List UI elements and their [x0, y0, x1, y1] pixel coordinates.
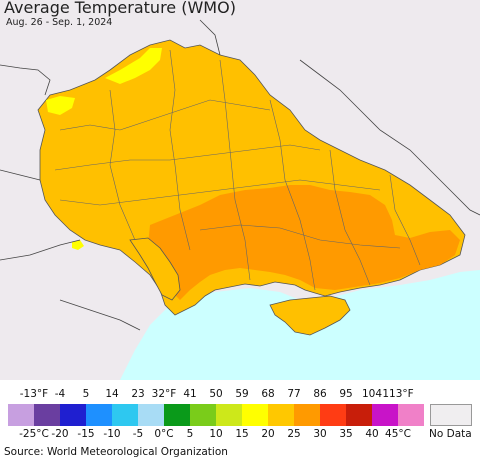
- legend-swatch: [372, 404, 398, 426]
- legend-tick-label: -5: [132, 428, 144, 440]
- legend-tick-label: -13°F: [19, 388, 49, 400]
- temperature-map: Average Temperature (WMO) Aug. 26 - Sep.…: [0, 0, 480, 380]
- legend-swatch: [86, 404, 112, 426]
- cool-spot-north: [105, 48, 162, 84]
- legend-swatch: [216, 404, 242, 426]
- legend-swatch: [8, 404, 34, 426]
- legend-swatch: [138, 404, 164, 426]
- legend-tick-label: 23: [131, 388, 145, 400]
- legend-tick-label: 95: [339, 388, 353, 400]
- legend-tick-label: -20: [51, 428, 69, 440]
- legend-swatch: [190, 404, 216, 426]
- legend-tick-label: 104: [361, 388, 383, 400]
- legend-tick-label: 14: [105, 388, 119, 400]
- legend-tick-label: 77: [287, 388, 301, 400]
- oblast-boundaries: [54, 49, 421, 291]
- legend-tick-label: 86: [313, 388, 327, 400]
- legend-tick-label: 50: [209, 388, 223, 400]
- legend-tick-label: 5: [82, 388, 90, 400]
- legend-tick-label: 35: [339, 428, 353, 440]
- legend-tick-label: -15: [77, 428, 95, 440]
- crimea-region: [269, 295, 351, 336]
- legend-fahrenheit-ticks: -13°F -4 5 14 23 32°F 41 50 59 68 77 86 95 104 113°F: [0, 388, 480, 402]
- legend-tick-label: 30: [313, 428, 327, 440]
- date-range: Aug. 26 - Sep. 1, 2024: [6, 17, 113, 28]
- legend-swatch: [164, 404, 190, 426]
- legend-swatch: [34, 404, 60, 426]
- legend-swatch: [60, 404, 86, 426]
- legend-swatch: [268, 404, 294, 426]
- legend-tick-label: 32°F: [151, 388, 177, 400]
- legend-tick-label: 0°C: [154, 428, 174, 440]
- legend-tick-label: 41: [183, 388, 197, 400]
- cool-spot-west: [46, 96, 75, 115]
- legend-swatch: [112, 404, 138, 426]
- legend-tick-label: -4: [54, 388, 66, 400]
- legend-tick-label: 15: [235, 428, 249, 440]
- legend-tick-label: -25°C: [19, 428, 49, 440]
- legend-swatch: [320, 404, 346, 426]
- legend-swatch: [346, 404, 372, 426]
- hot-region: [148, 185, 460, 300]
- legend-swatch: [398, 404, 424, 426]
- legend-swatch: [294, 404, 320, 426]
- no-data-swatch: [430, 404, 472, 426]
- legend-tick-label: 10: [209, 428, 223, 440]
- legend-tick-label: -10: [103, 428, 121, 440]
- legend-celsius-ticks: -25°C -20 -15 -10 -5 0°C 5 10 15 20 25 30 35 40 45°C: [0, 428, 480, 442]
- legend-tick-label: 68: [261, 388, 275, 400]
- legend-tick-label: 25: [287, 428, 301, 440]
- legend-tick-label: 40: [365, 428, 379, 440]
- legend-tick-label: 5: [186, 428, 194, 440]
- map-title: Average Temperature (WMO): [4, 0, 236, 17]
- neighbor-borders: [0, 19, 480, 331]
- legend-tick-label: 113°F: [382, 388, 414, 400]
- no-data-label: No Data: [429, 428, 472, 440]
- cool-spot-south: [72, 240, 84, 250]
- legend-tick-label: 59: [235, 388, 249, 400]
- legend-tick-label: 20: [261, 428, 275, 440]
- moldova-region: [129, 237, 181, 301]
- map-svg: [0, 0, 480, 380]
- legend-swatch: [242, 404, 268, 426]
- legend-color-scale: [8, 404, 424, 426]
- source-credit: Source: World Meteorological Organizatio…: [4, 446, 228, 458]
- legend-tick-label: 45°C: [385, 428, 411, 440]
